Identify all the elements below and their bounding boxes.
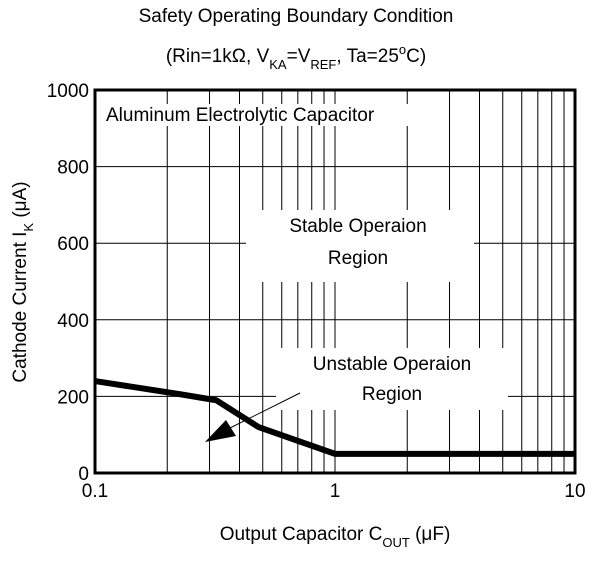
x-tick-label: 1: [330, 481, 341, 502]
text-part: (μF): [410, 524, 451, 545]
text-part: C): [406, 46, 426, 67]
text-part: OUT: [382, 535, 410, 550]
text-part: Cathode Current I: [10, 232, 31, 383]
boundary-line: [94, 378, 575, 457]
annotation: Unstable Operaion: [313, 354, 471, 375]
text-part: (μA): [10, 181, 31, 223]
text-part: REF: [310, 57, 336, 72]
annotation: Region: [328, 248, 388, 269]
labels: 0 200 400 600 800 1000 0.1 1 10 Safety Operating …: [10, 6, 586, 550]
text-part: , Ta=25: [336, 46, 399, 67]
y-tick-label: 1000: [47, 81, 89, 102]
text-part: (Rin=1kΩ, V: [166, 46, 270, 67]
y-tick-label: 800: [57, 158, 89, 179]
x-tick-label: 0.1: [82, 481, 108, 502]
y-tick-label: 0: [78, 464, 89, 485]
annotation-arrow: [221, 392, 301, 433]
text-part: Output Capacitor C: [220, 524, 383, 545]
annotation: Region: [362, 384, 422, 405]
annotation: Stable Operaion: [289, 216, 426, 237]
annotation: Aluminum Electrolytic Capacitor: [106, 105, 375, 126]
data: [94, 378, 575, 457]
chart-subtitle: (Rin=1kΩ, VKA=VREF, Ta=25oC): [166, 42, 426, 72]
label-backgrounds: [103, 104, 508, 410]
y-axis-label: Cathode Current IK (μA): [10, 181, 36, 382]
label-bg: [246, 210, 474, 282]
text-part: K: [21, 223, 36, 232]
plot-frame: [93, 88, 577, 475]
text-part: =V: [287, 46, 311, 67]
arrow-head: [205, 420, 236, 442]
label-bg: [276, 348, 508, 410]
label-bg: [103, 104, 416, 126]
text-part: KA: [269, 57, 287, 72]
y-tick-label: 200: [57, 387, 89, 408]
text-part: o: [399, 42, 406, 57]
y-tick-label: 600: [57, 234, 89, 255]
y-tick-label: 400: [57, 311, 89, 332]
x-axis-label: Output Capacitor COUT (μF): [220, 524, 451, 550]
x-tick-label: 10: [564, 481, 585, 502]
chart-title: Safety Operating Boundary Condition: [139, 6, 454, 27]
